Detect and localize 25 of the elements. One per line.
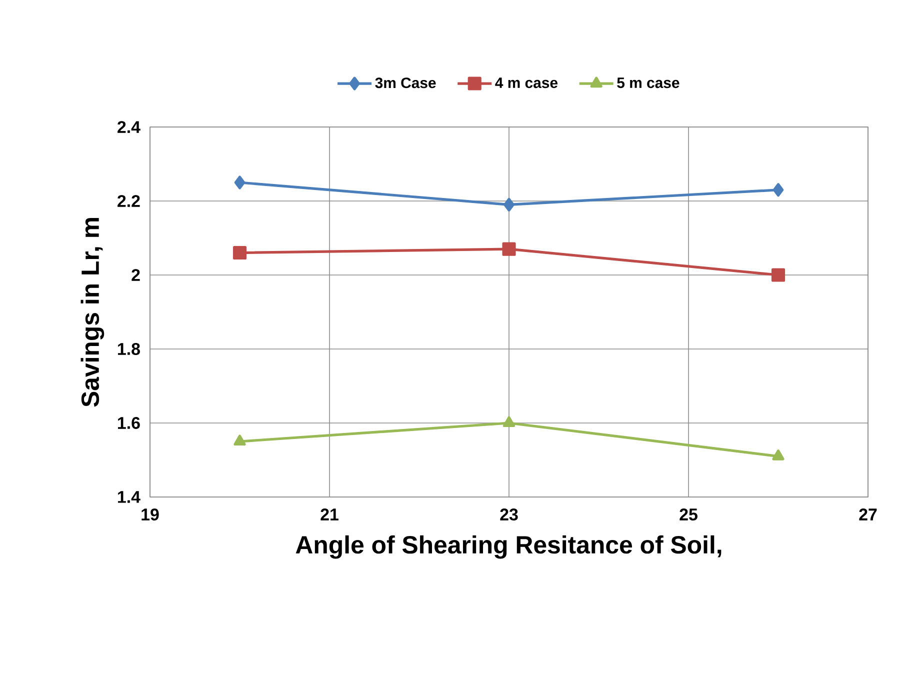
x-tick-label: 23 <box>500 508 518 521</box>
point <box>504 198 514 212</box>
point <box>772 450 784 460</box>
point <box>232 246 247 260</box>
point <box>502 242 516 256</box>
point <box>771 268 786 282</box>
x-tick-label: 25 <box>680 508 698 521</box>
y-tick-label: 1.4 <box>118 491 140 503</box>
y-tick-label: 2.2 <box>118 195 140 207</box>
x-tick-label: 21 <box>320 508 338 520</box>
point <box>234 434 246 446</box>
x-tick-label: 19 <box>142 508 159 521</box>
y-tick-label: 2 <box>132 269 140 281</box>
legend-label: 4 m case <box>495 78 558 88</box>
y-tick-label: 2.4 <box>118 121 140 133</box>
y-tick-label: 1.6 <box>118 416 140 429</box>
y-axis-title: Savings in Lr, m <box>80 218 104 407</box>
legend-label: 3m Case <box>375 78 436 88</box>
point <box>234 176 246 190</box>
point <box>772 183 784 197</box>
point <box>502 416 516 428</box>
y-tick-label: 1.8 <box>118 342 140 355</box>
x-axis-title: Angle of Shearing Resitance of Soil, <box>296 535 722 559</box>
x-tick-label: 27 <box>859 508 877 520</box>
legend-label: 5 m case <box>617 78 680 88</box>
